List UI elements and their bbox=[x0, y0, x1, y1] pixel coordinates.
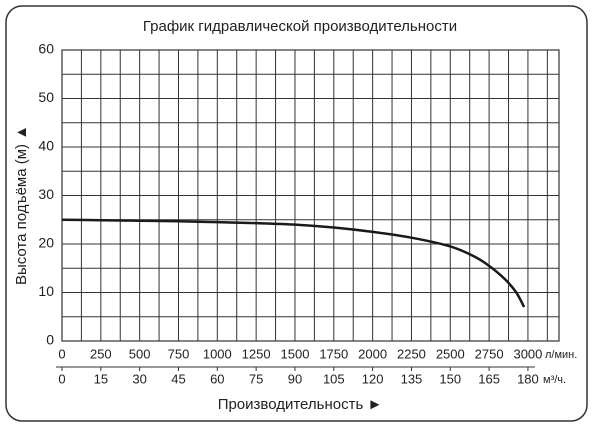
x2-tick-label: 180 bbox=[517, 371, 539, 386]
x2-tick-label: 15 bbox=[94, 371, 108, 386]
x-tick-label: 2000 bbox=[358, 346, 387, 361]
y-tick-label: 50 bbox=[38, 89, 54, 105]
y-axis-label: Высота подъёма (м) ▲ bbox=[13, 125, 30, 285]
frame bbox=[5, 5, 588, 422]
x2-tick-label: 0 bbox=[58, 371, 65, 386]
chart-title: График гидравлической производительности bbox=[143, 18, 457, 35]
x-tick-label: 1750 bbox=[319, 346, 348, 361]
x-tick-label: 750 bbox=[168, 346, 190, 361]
x-tick-label: 2250 bbox=[397, 346, 426, 361]
y-tick-label: 30 bbox=[38, 186, 54, 202]
x-tick-label: 1000 bbox=[203, 346, 232, 361]
x-tick-label: 2750 bbox=[475, 346, 504, 361]
x-tick-label: 1250 bbox=[242, 346, 271, 361]
y-tick-label: 10 bbox=[38, 283, 54, 299]
x-tick-label: 500 bbox=[129, 346, 151, 361]
y-tick-label: 0 bbox=[46, 332, 54, 348]
x-tick-label: 250 bbox=[90, 346, 112, 361]
x-tick-label: 3000 bbox=[513, 346, 542, 361]
x2-tick-label: 45 bbox=[171, 371, 185, 386]
x-axis-label: Производительность ► bbox=[218, 396, 383, 413]
x2-tick-label: 60 bbox=[210, 371, 224, 386]
x-unit: л/мин. bbox=[545, 349, 577, 361]
x2-tick-label: 105 bbox=[323, 371, 345, 386]
x2-tick-label: 30 bbox=[132, 371, 146, 386]
y-tick-label: 40 bbox=[38, 138, 54, 154]
x2-tick-label: 75 bbox=[249, 371, 263, 386]
x2-tick-label: 90 bbox=[288, 371, 302, 386]
x-tick-label: 2500 bbox=[436, 346, 465, 361]
x2-tick-label: 120 bbox=[362, 371, 384, 386]
y-tick-label: 60 bbox=[38, 41, 54, 57]
x-tick-label: 0 bbox=[58, 346, 65, 361]
y-tick-label: 20 bbox=[38, 235, 54, 251]
x-tick-label: 1500 bbox=[281, 346, 310, 361]
curve bbox=[61, 218, 526, 308]
x2-tick-label: 165 bbox=[478, 371, 500, 386]
x2-tick-label: 135 bbox=[401, 371, 423, 386]
x2-tick-label: 150 bbox=[439, 371, 461, 386]
x2-unit: м³/ч. bbox=[543, 374, 566, 386]
